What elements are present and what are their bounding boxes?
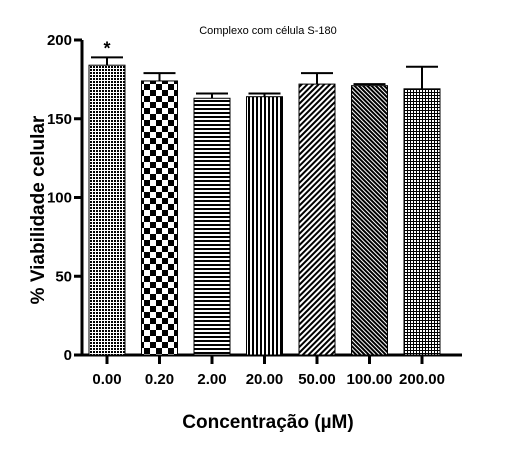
x-tick-label: 50.00 [298,371,336,388]
y-tick-label: 50 [55,268,72,285]
bar [193,97,231,356]
x-tick-label: 2.00 [197,371,226,388]
bar [351,85,388,356]
x-tick-label: 20.00 [246,371,284,388]
bar [403,88,441,356]
x-ticks: 0.00 0.20 2.00 20.00 50.00 100.00 200.00 [92,355,445,388]
y-tick-label: 200 [47,32,72,49]
chart-title: Complexo com célula S-180 [199,25,337,37]
bar [246,96,283,356]
bar [298,83,336,356]
x-tick-label: 0.20 [145,371,174,388]
x-tick-label: 200.00 [399,371,445,388]
y-axis-label: % Viabilidade celular [28,115,49,304]
y-ticks: 0 50 100 150 200 [47,32,82,364]
y-tick-label: 100 [47,190,72,207]
bar [141,80,178,356]
significance-marker: * [103,38,110,58]
y-tick-label: 150 [47,111,72,128]
y-tick-label: 0 [64,347,72,364]
bars: * [88,38,441,356]
x-axis-label: Concentração (µM) [182,412,353,433]
x-tick-label: 100.00 [347,371,393,388]
bar [88,64,126,356]
x-tick-label: 0.00 [92,371,121,388]
